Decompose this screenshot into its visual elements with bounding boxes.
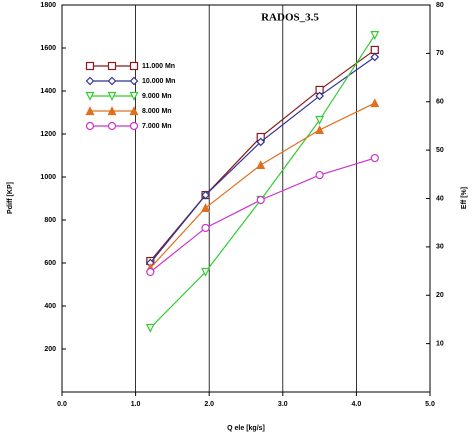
y2-tick-label: 60	[436, 99, 444, 106]
plot-frame	[61, 4, 431, 393]
y2-tick-label: 40	[436, 195, 444, 202]
x-tick-label: 5.0	[425, 401, 435, 408]
y-tick-label: 400	[44, 303, 56, 310]
y2-tick-label: 70	[436, 50, 444, 57]
legend-marker	[85, 91, 95, 101]
x-tick-label: 3.0	[278, 401, 288, 408]
legend-marker	[129, 121, 139, 131]
x-tick-label: 2.0	[204, 401, 214, 408]
marker	[315, 170, 324, 180]
marker	[145, 323, 155, 333]
marker	[315, 125, 325, 135]
y2-tick-label: 30	[436, 244, 444, 251]
y-tick-label: 800	[44, 217, 56, 224]
y-axis-title: Pdiff [KP]	[7, 182, 14, 214]
marker	[370, 98, 380, 108]
y-tick-label: 1200	[40, 131, 56, 138]
legend-label: 8.000 Mn	[142, 108, 172, 115]
legend-marker	[107, 91, 117, 101]
series-line	[149, 102, 376, 269]
y-tick-label: 600	[44, 260, 56, 267]
marker	[370, 45, 379, 55]
x-tick-label: 0.0	[57, 401, 67, 408]
marker	[201, 223, 210, 233]
legend-marker	[129, 91, 139, 101]
marker	[201, 267, 210, 277]
marker	[315, 91, 324, 101]
y2-tick-label: 50	[436, 147, 444, 154]
legend-marker	[85, 76, 95, 86]
legend-marker	[85, 106, 95, 116]
y-tick-label: 1600	[40, 45, 56, 52]
y-tick-label: 1800	[40, 2, 56, 9]
marker	[370, 153, 379, 163]
x-tick-label: 1.0	[131, 401, 141, 408]
legend-marker	[129, 106, 139, 116]
x-axis-title: Q ele [kg/s]	[227, 425, 265, 432]
marker	[256, 160, 266, 170]
y-tick-label: 200	[44, 346, 56, 353]
legend-marker	[107, 61, 117, 71]
y2-tick-label: 20	[436, 292, 444, 299]
marker	[370, 31, 380, 40]
marker	[256, 137, 266, 147]
x-tick-label: 4.0	[352, 401, 362, 408]
y2-tick-label: 80	[436, 2, 444, 9]
y-tick-label: 1000	[40, 174, 56, 181]
marker	[370, 52, 380, 62]
legend-marker	[129, 61, 139, 71]
y2-tick-label: 10	[436, 340, 444, 347]
legend-marker	[107, 76, 117, 86]
legend-label: 9.000 Mn	[142, 93, 172, 100]
marker	[201, 203, 210, 213]
legend-label: 7.000 Mn	[142, 123, 172, 130]
legend-marker	[107, 121, 117, 131]
chart-title: RADOS_3.5	[261, 12, 319, 24]
y2-axis-title: Eff [%]	[461, 187, 468, 209]
series-line	[149, 49, 376, 262]
series-line	[149, 157, 375, 273]
marker	[256, 195, 265, 205]
series-line	[149, 34, 376, 329]
legend-label: 10.000 Mn	[142, 78, 175, 85]
y-tick-label: 1400	[40, 88, 56, 95]
legend-label: 11.000 Mn	[142, 63, 175, 70]
legend-marker	[85, 61, 95, 71]
legend-marker	[129, 76, 139, 86]
legend-marker	[107, 106, 117, 116]
marker	[315, 115, 325, 125]
marker	[146, 267, 155, 277]
legend-marker	[85, 121, 95, 131]
marker	[201, 190, 210, 200]
